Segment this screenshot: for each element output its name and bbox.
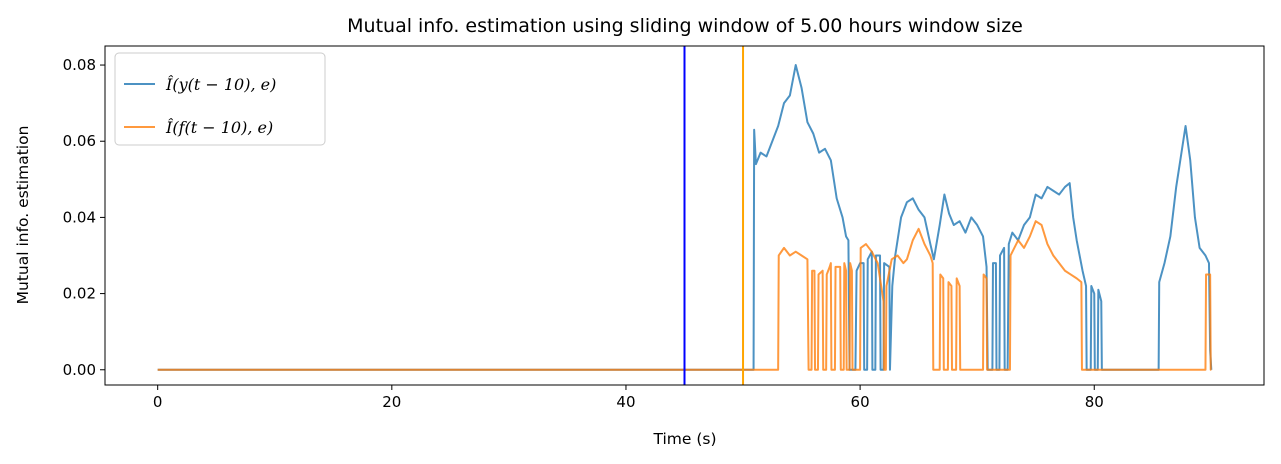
legend-label-2: Î(f(t − 10), e) [165,117,273,137]
chart-title: Mutual info. estimation using sliding wi… [347,15,1023,37]
x-tick-label: 80 [1085,393,1104,411]
x-axis-label: Time (s) [652,430,716,448]
x-tick-label: 60 [851,393,870,411]
legend: Î(y(t − 10), e) Î(f(t − 10), e) [115,53,325,145]
y-tick-label: 0.06 [63,132,96,150]
x-tick-label: 40 [616,393,635,411]
y-tick-label: 0.02 [63,285,96,303]
y-axis-label: Mutual info. estimation [14,126,32,305]
legend-label-1: Î(y(t − 10), e) [165,74,276,94]
y-tick-label: 0.08 [63,56,96,74]
x-tick-label: 20 [382,393,401,411]
x-tick-label: 0 [153,393,163,411]
y-tick-label: 0.04 [63,208,96,226]
y-tick-label: 0.00 [63,361,96,379]
